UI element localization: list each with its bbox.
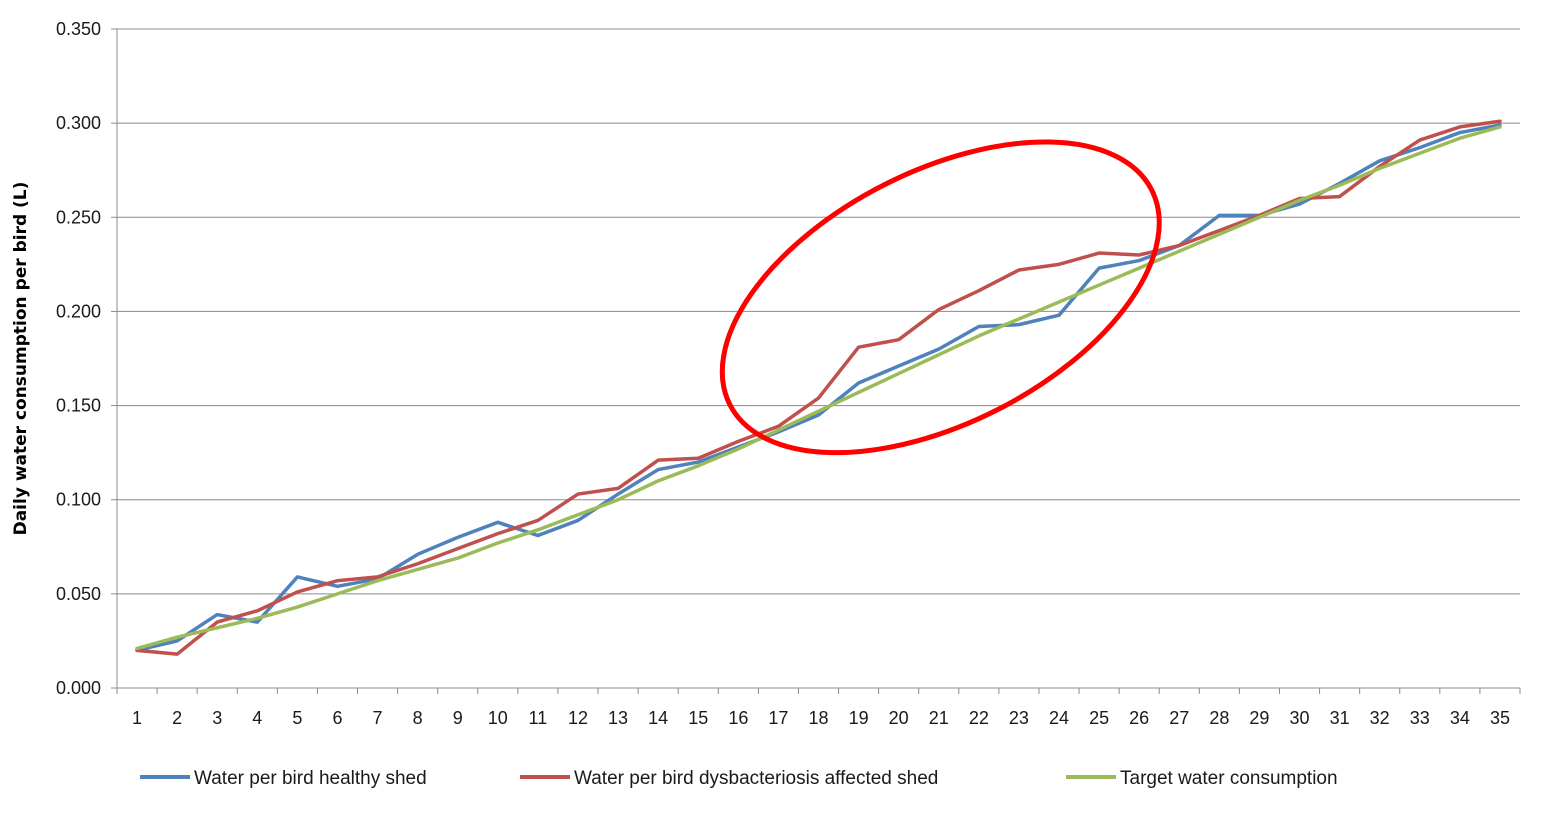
x-tick-label: 16: [728, 708, 748, 728]
x-tick-label: 35: [1490, 708, 1510, 728]
x-tick-label: 23: [1009, 708, 1029, 728]
x-tick-label: 21: [929, 708, 949, 728]
y-tick-label: 0.050: [56, 584, 101, 604]
x-tick-label: 29: [1249, 708, 1269, 728]
x-tick-label: 12: [568, 708, 588, 728]
gridlines: [117, 28, 1520, 595]
x-tick-label: 19: [849, 708, 869, 728]
x-tick-label: 5: [292, 708, 302, 728]
x-tick-label: 11: [529, 708, 548, 728]
x-tick-label: 18: [808, 708, 828, 728]
axes: 0.000 0.050 0.100 0.150 0.200 0.250 0.300 0.350…: [11, 19, 1521, 728]
x-tick-label: 24: [1049, 708, 1069, 728]
x-tick-label: 17: [768, 708, 788, 728]
x-tick-label: 34: [1450, 708, 1470, 728]
x-tick-label: 3: [212, 708, 222, 728]
y-tick-label: 0.150: [56, 396, 101, 416]
x-tick-label: 15: [688, 708, 708, 728]
x-tick-label: 8: [413, 708, 423, 728]
x-tick-label: 4: [252, 708, 262, 728]
x-tick-label: 33: [1410, 708, 1430, 728]
x-tick-label: 14: [648, 708, 668, 728]
y-tick-label: 0.300: [56, 113, 101, 133]
x-tick-label: 27: [1169, 708, 1189, 728]
legend: Water per bird healthy shed Water per bir…: [140, 768, 1338, 789]
x-tick-label: 9: [453, 708, 463, 728]
legend-label-3: Target water consumption: [1120, 768, 1338, 789]
series-lines: [135, 119, 1502, 656]
x-tick-label: 25: [1089, 708, 1109, 728]
x-tick-label: 30: [1290, 708, 1310, 728]
x-tick-label: 22: [969, 708, 989, 728]
y-axis-title: Daily water consumption per bird (L): [11, 182, 31, 536]
y-tick-label: 0.000: [56, 678, 101, 698]
legend-label-2: Water per bird dysbacteriosis affected s…: [574, 768, 938, 789]
y-tick-label: 0.350: [56, 19, 101, 39]
y-tick-label: 0.100: [56, 490, 101, 510]
y-tick-label: 0.250: [56, 207, 101, 227]
x-tick-label: 28: [1209, 708, 1229, 728]
x-tick-label: 13: [608, 708, 628, 728]
series-line-3: [135, 125, 1502, 651]
x-tick-label: 1: [132, 708, 142, 728]
x-tick-label: 10: [488, 708, 508, 728]
legend-label-1: Water per bird healthy shed: [194, 768, 427, 789]
annotations: [719, 139, 1162, 456]
highlight-ellipse: [719, 139, 1162, 456]
x-tick-label: 2: [172, 708, 182, 728]
x-tick-label: 26: [1129, 708, 1149, 728]
x-tick-label: 32: [1370, 708, 1390, 728]
x-tick-label: 6: [332, 708, 342, 728]
y-tick-label: 0.200: [56, 301, 101, 321]
x-tick-label: 7: [373, 708, 383, 728]
x-tick-label: 20: [889, 708, 909, 728]
x-tick-label: 31: [1330, 708, 1350, 728]
